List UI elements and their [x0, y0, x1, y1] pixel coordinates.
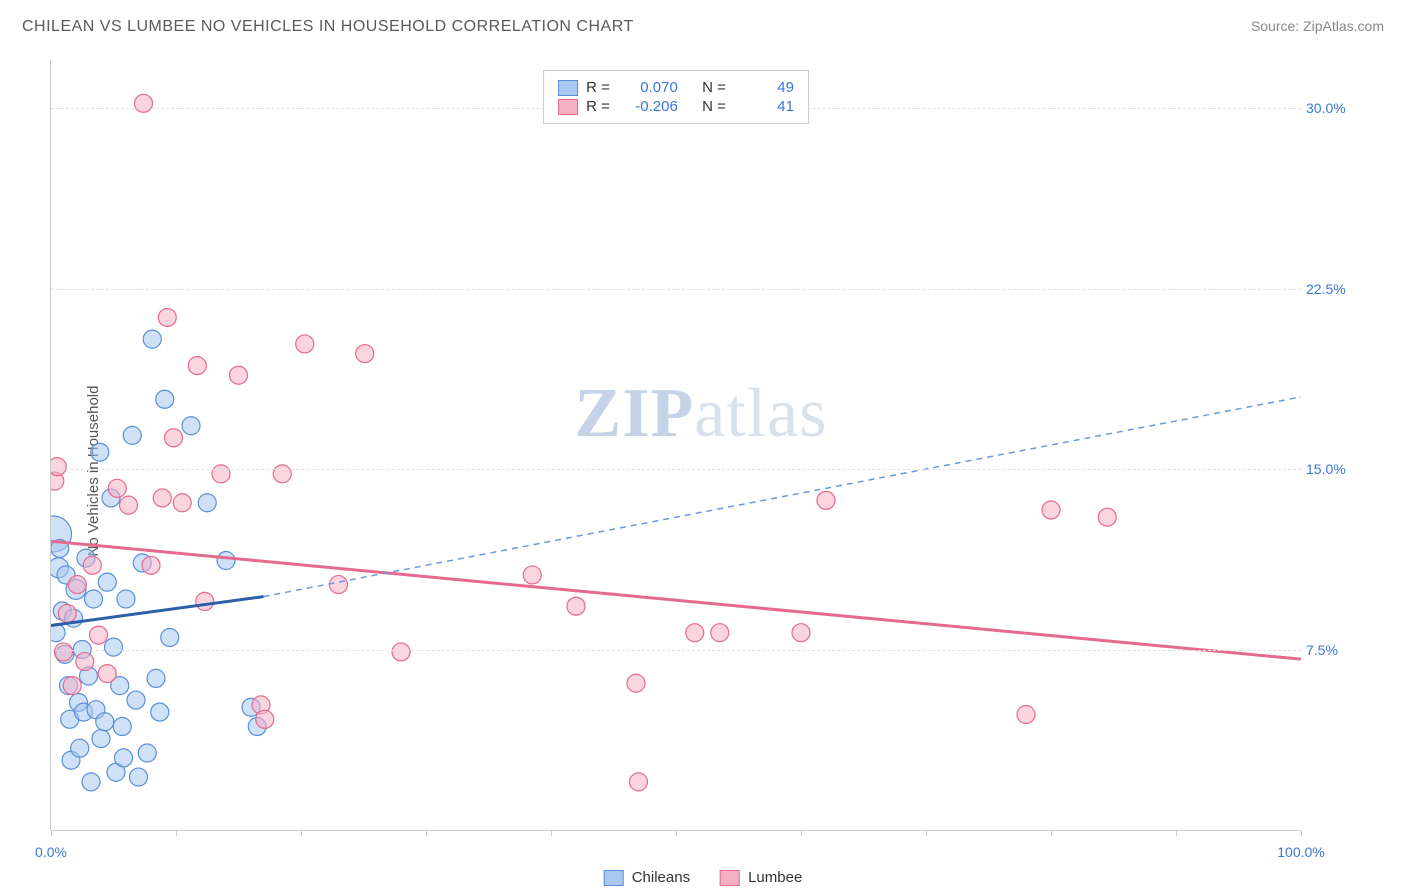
scatter-point	[63, 677, 81, 695]
scatter-point	[68, 576, 86, 594]
scatter-point	[1042, 501, 1060, 519]
legend-label: Chileans	[632, 869, 690, 886]
scatter-point	[120, 496, 138, 514]
scatter-point	[51, 458, 66, 476]
swatch-icon	[558, 80, 578, 96]
series-legend: Chileans Lumbee	[604, 869, 803, 886]
scatter-point	[98, 573, 116, 591]
x-tick-label: 0.0%	[35, 844, 67, 860]
scatter-point	[115, 749, 133, 767]
scatter-point	[1098, 508, 1116, 526]
scatter-svg	[51, 60, 1301, 830]
swatch-icon	[604, 870, 624, 886]
legend-label: Lumbee	[748, 869, 802, 886]
scatter-point	[108, 479, 126, 497]
y-tick-label: 7.5%	[1306, 642, 1361, 658]
scatter-point	[92, 730, 110, 748]
scatter-point	[135, 94, 153, 112]
scatter-point	[58, 604, 76, 622]
source-label: Source: ZipAtlas.com	[1251, 18, 1384, 34]
correlation-legend: R = 0.070 N = 49 R = -0.206 N = 41	[543, 70, 809, 124]
chart-title: CHILEAN VS LUMBEE NO VEHICLES IN HOUSEHO…	[22, 18, 634, 36]
scatter-point	[273, 465, 291, 483]
scatter-point	[686, 624, 704, 642]
scatter-point	[523, 566, 541, 584]
scatter-point	[83, 556, 101, 574]
scatter-point	[165, 429, 183, 447]
scatter-point	[711, 624, 729, 642]
scatter-point	[158, 308, 176, 326]
scatter-point	[627, 674, 645, 692]
scatter-point	[212, 465, 230, 483]
scatter-point	[296, 335, 314, 353]
scatter-point	[630, 773, 648, 791]
scatter-point	[142, 556, 160, 574]
scatter-point	[113, 718, 131, 736]
swatch-icon	[720, 870, 740, 886]
corr-row-lumbee: R = -0.206 N = 41	[558, 98, 794, 115]
swatch-icon	[558, 99, 578, 115]
chart-container: No Vehicles in Household ZIPatlas R = 0.…	[0, 50, 1406, 892]
scatter-point	[123, 426, 141, 444]
y-tick-label: 30.0%	[1306, 100, 1361, 116]
scatter-point	[817, 491, 835, 509]
scatter-point	[156, 390, 174, 408]
scatter-point	[71, 739, 89, 757]
scatter-point	[256, 710, 274, 728]
x-tick-label: 100.0%	[1277, 844, 1324, 860]
scatter-point	[392, 643, 410, 661]
scatter-point	[55, 643, 73, 661]
scatter-point	[161, 629, 179, 647]
scatter-point	[138, 744, 156, 762]
scatter-point	[356, 345, 374, 363]
scatter-point	[196, 592, 214, 610]
scatter-point	[105, 638, 123, 656]
scatter-point	[188, 357, 206, 375]
scatter-point	[76, 653, 94, 671]
y-tick-label: 22.5%	[1306, 281, 1361, 297]
y-tick-label: 15.0%	[1306, 461, 1361, 477]
plot-area: ZIPatlas R = 0.070 N = 49 R = -0.206 N =…	[50, 60, 1301, 831]
legend-item-chileans: Chileans	[604, 869, 690, 886]
scatter-point	[82, 773, 100, 791]
scatter-point	[117, 590, 135, 608]
scatter-point	[792, 624, 810, 642]
scatter-point	[217, 552, 235, 570]
scatter-point	[91, 443, 109, 461]
trend-line-chileans	[51, 597, 264, 626]
scatter-point	[198, 494, 216, 512]
trend-line-chileans-ext	[264, 397, 1302, 597]
scatter-point	[153, 489, 171, 507]
scatter-point	[85, 590, 103, 608]
scatter-point	[143, 330, 161, 348]
scatter-point	[127, 691, 145, 709]
scatter-point	[173, 494, 191, 512]
scatter-point	[98, 665, 116, 683]
scatter-point	[96, 713, 114, 731]
scatter-point	[130, 768, 148, 786]
scatter-point	[567, 597, 585, 615]
scatter-point	[90, 626, 108, 644]
scatter-point	[1017, 706, 1035, 724]
scatter-point	[147, 669, 165, 687]
scatter-point	[151, 703, 169, 721]
corr-row-chileans: R = 0.070 N = 49	[558, 79, 794, 96]
scatter-point	[230, 366, 248, 384]
scatter-point	[330, 576, 348, 594]
scatter-point	[182, 417, 200, 435]
legend-item-lumbee: Lumbee	[720, 869, 802, 886]
